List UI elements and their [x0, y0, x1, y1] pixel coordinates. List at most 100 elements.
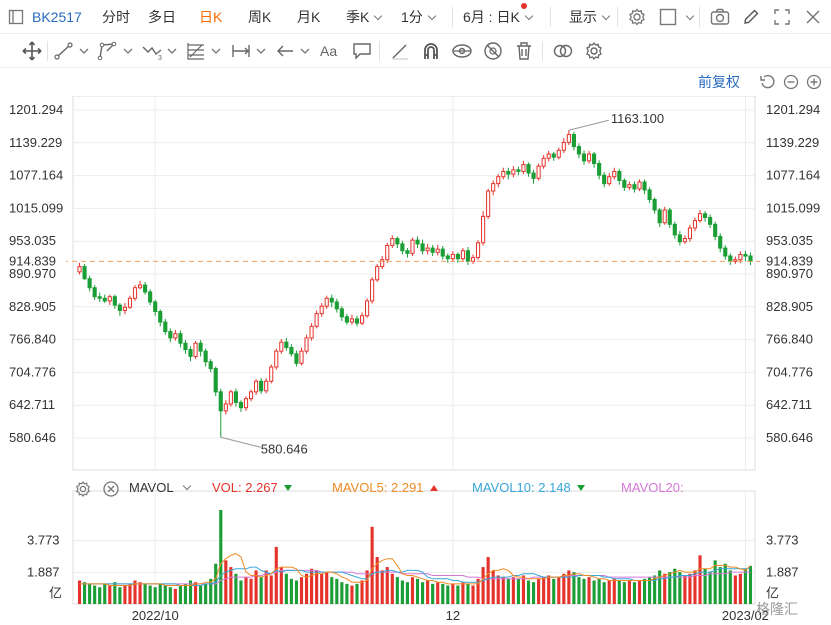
candle-body: [501, 170, 506, 178]
chevron-down-icon[interactable]: [249, 39, 266, 63]
volume-bar: [395, 577, 399, 604]
candle-body: [107, 296, 112, 302]
line-tool-icon[interactable]: [52, 39, 76, 63]
chevron-down-icon[interactable]: [116, 39, 133, 63]
layout-square-icon[interactable]: [659, 0, 695, 34]
volume-bar: [83, 582, 87, 604]
zoom-out-icon[interactable]: [783, 74, 799, 90]
indicator-settings-gear-icon[interactable]: [74, 480, 92, 498]
wave-tool-icon[interactable]: 3: [140, 39, 164, 63]
volume-tick-right: 1.887: [766, 564, 799, 579]
volume-bar: [138, 582, 142, 604]
magnet-icon[interactable]: [419, 39, 443, 63]
candle-body: [506, 170, 511, 175]
adjustment-mode-label[interactable]: 前复权: [698, 74, 740, 90]
zoom-in-icon[interactable]: [806, 74, 822, 90]
candle-body: [410, 239, 415, 254]
sidebar-toggle-icon[interactable]: [8, 0, 24, 34]
volume-bar: [254, 570, 258, 604]
arrow-left-tool-icon[interactable]: [273, 39, 297, 63]
volume-bar: [748, 565, 753, 604]
volume-bar: [310, 568, 314, 604]
camera-icon[interactable]: [710, 0, 730, 34]
candle-body: [541, 157, 546, 167]
volume-bar: [330, 577, 334, 604]
compare-circles-icon[interactable]: [551, 39, 575, 63]
tab-weekly-k[interactable]: 周K: [248, 9, 272, 25]
volume-bar: [698, 555, 702, 604]
price-tick-right: 580.646: [766, 430, 813, 445]
fibonacci-tool-icon[interactable]: [184, 39, 208, 63]
volume-bar: [183, 583, 188, 604]
candle-body: [198, 342, 203, 352]
tab-minute[interactable]: 1分: [401, 0, 437, 34]
divider: [47, 41, 48, 61]
range-selector[interactable]: 6月 : 日K: [463, 0, 534, 34]
tab-monthly-k[interactable]: 月K: [297, 9, 321, 25]
draw-settings-gear-icon[interactable]: [582, 39, 606, 63]
hide-eye-icon[interactable]: [481, 39, 505, 63]
candle-body: [127, 297, 133, 308]
indicator-close-icon[interactable]: [102, 480, 120, 498]
indicator-name[interactable]: MAVOL: [129, 480, 191, 496]
volume-bar: [98, 587, 102, 604]
volume-tick-right: 3.773: [766, 533, 799, 548]
close-icon[interactable]: [805, 0, 821, 34]
text-tool-icon[interactable]: Aa: [318, 39, 342, 63]
volume-bar: [632, 582, 637, 604]
price-tick-left: 1201.294: [9, 102, 63, 117]
volume-bar: [93, 585, 97, 604]
candle-body: [385, 244, 390, 261]
high-annotation-label: 1163.100: [611, 111, 664, 126]
mavol5-value: MAVOL5: 2.291: [332, 480, 424, 495]
volume-bar: [315, 570, 319, 604]
candle-body: [359, 315, 365, 324]
visibility-lock-icon[interactable]: [450, 39, 474, 63]
volume-bar: [466, 583, 470, 604]
candle-body: [576, 146, 582, 155]
polyline-tool-icon[interactable]: [96, 39, 120, 63]
tab-multi-day[interactable]: 多日: [148, 9, 176, 25]
volume-bar: [723, 563, 727, 604]
symbol-label[interactable]: BK2517: [32, 9, 82, 25]
volume-bar: [627, 580, 631, 604]
tab-quarterly-k[interactable]: 季K: [346, 0, 383, 34]
comment-tool-icon[interactable]: [350, 39, 374, 63]
chevron-down-icon[interactable]: [293, 39, 310, 63]
tab-intraday[interactable]: 分时: [102, 9, 130, 25]
settings-gear-icon[interactable]: [627, 0, 647, 34]
volume-bar: [209, 578, 213, 604]
move-crosshair-icon[interactable]: [20, 39, 44, 63]
candle-body: [158, 311, 163, 323]
candle-body: [748, 255, 753, 262]
pencil-icon[interactable]: [742, 0, 760, 34]
candle-body: [254, 380, 259, 393]
chevron-down-icon[interactable]: [204, 39, 221, 63]
chevron-down-icon[interactable]: [160, 39, 177, 63]
volume-bar: [350, 585, 354, 604]
range-tool-icon[interactable]: [229, 39, 253, 63]
volume-bar: [405, 582, 409, 604]
candle-body: [354, 318, 360, 324]
undo-icon[interactable]: [759, 74, 775, 90]
chevron-down-icon: [374, 11, 383, 21]
display-menu-label: 显示: [569, 9, 597, 25]
candle-body: [102, 297, 107, 302]
eraser-line-icon[interactable]: [388, 39, 412, 63]
price-tick-right: 1077.164: [766, 168, 820, 183]
period-toolbar: BK2517 分时 多日 日K 周K 月K 季K 1分 6月 : 日K 显示: [0, 0, 831, 34]
trash-icon[interactable]: [512, 39, 536, 63]
volume-bar: [304, 573, 309, 604]
candle-body: [178, 333, 183, 344]
fullscreen-icon[interactable]: [773, 0, 791, 34]
chevron-down-icon[interactable]: [72, 39, 89, 63]
volume-bar: [143, 583, 147, 604]
candle-body: [682, 238, 687, 243]
volume-bar: [607, 580, 611, 604]
tab-daily-k[interactable]: 日K: [199, 9, 223, 25]
display-menu[interactable]: 显示: [569, 0, 611, 34]
candle-body: [132, 287, 138, 299]
candle-body: [425, 247, 430, 252]
mavol10-legend: MAVOL10: 2.148: [472, 480, 585, 496]
